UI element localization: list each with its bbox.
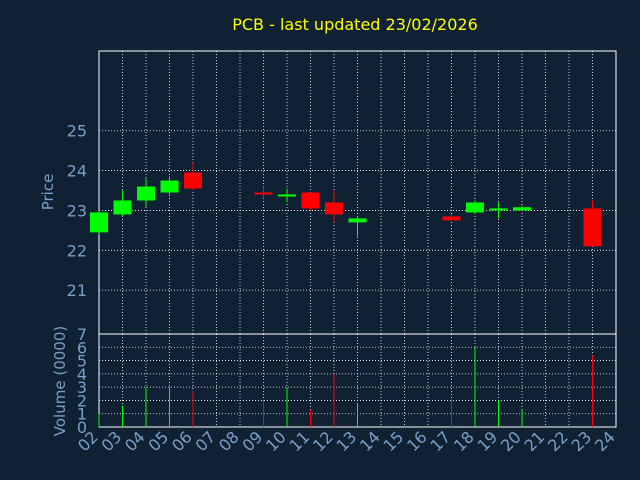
volume-tick-label: 6 [77, 338, 87, 357]
candle-body [301, 192, 320, 209]
volume-tick-label: 4 [77, 365, 87, 384]
candle-body [137, 186, 155, 201]
volume-tick-label: 7 [77, 325, 87, 344]
candle-body [513, 207, 531, 211]
candle-body [113, 200, 132, 215]
price-tick-label: 25 [67, 122, 87, 141]
volume-tick-label: 3 [77, 378, 87, 397]
candle-body [184, 172, 202, 189]
price-panel: 21 22 23 24 25 [67, 50, 617, 335]
x-tick-label: 24 [591, 427, 619, 455]
volume-tick-label: 2 [77, 391, 87, 410]
candle-body [278, 194, 296, 197]
volume-tick-label: 0 [77, 418, 87, 437]
x-axis: 0203040506070809101112131415161718192021… [74, 427, 619, 455]
price-tick-label: 24 [67, 162, 87, 181]
candle-body [325, 202, 343, 215]
candle-body [160, 180, 179, 193]
candle-body [583, 208, 602, 247]
price-tick-label: 23 [67, 201, 87, 220]
candle-body [90, 212, 108, 233]
candle-body [442, 216, 461, 221]
volume-tick-label: 5 [77, 352, 87, 371]
candle-body [348, 218, 367, 223]
x-axis-label: Day [332, 458, 362, 476]
chart-title: PCB - last updated 23/02/2026 [232, 15, 478, 34]
price-tick-label: 22 [67, 241, 87, 260]
candle-body [489, 208, 508, 211]
price-tick-label: 21 [67, 281, 87, 300]
candle-body [254, 192, 273, 195]
volume-axis-label: Volume (0000) [51, 326, 69, 436]
price-axis-label: Price [39, 174, 57, 211]
candle-body [466, 202, 484, 213]
volume-tick-label: 1 [77, 405, 87, 424]
